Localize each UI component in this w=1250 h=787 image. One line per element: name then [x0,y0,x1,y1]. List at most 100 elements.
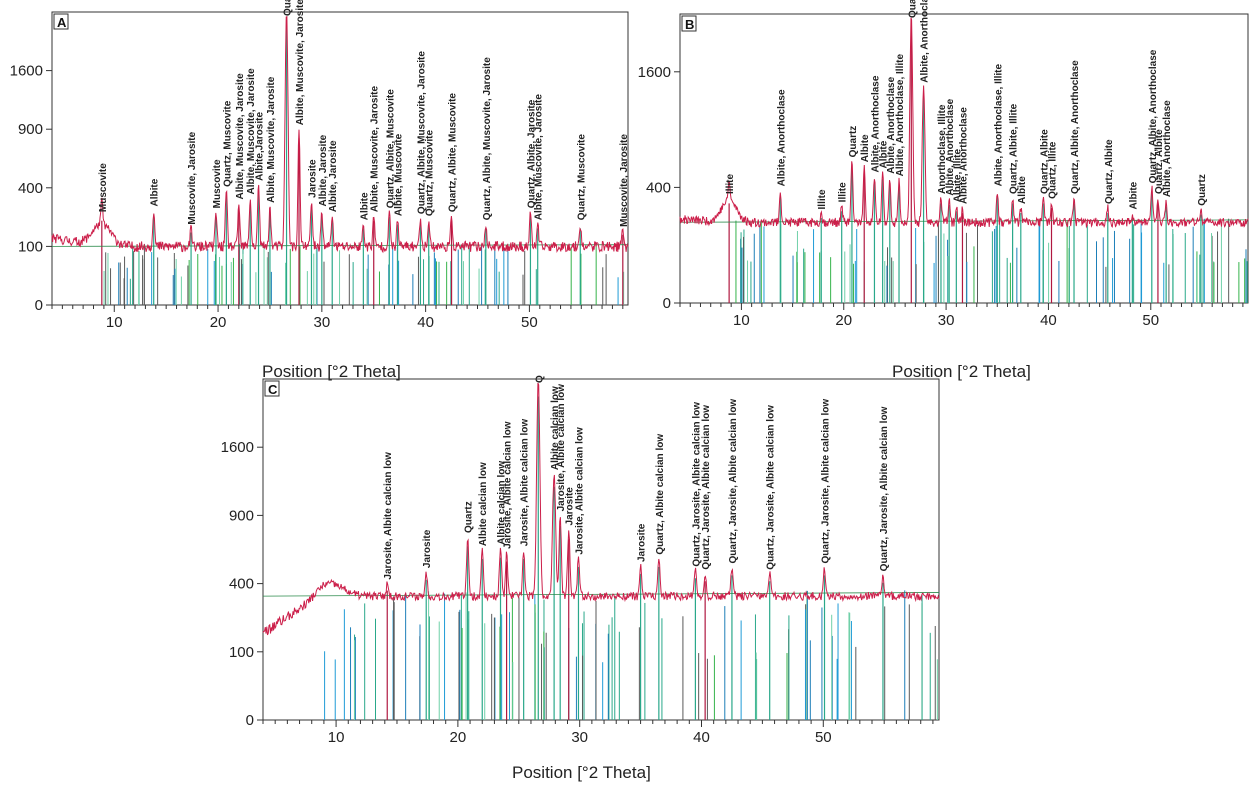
peak-label: Quartz [1197,174,1208,206]
peak-label: Albite [1128,181,1139,209]
x-tick-label: 50 [521,314,538,331]
peak-label: Quartz, Albite [1104,139,1115,204]
peak-label: Quartz, Albite, Muscovite [385,89,396,209]
y-tick-label: 400 [229,576,254,593]
peak-label: Quartz, Jarosite, Albite calcian low [728,399,739,564]
peak-label: Quartz, Jarosite, Albite calcian low [766,405,777,570]
peak-label: Albite [359,192,370,220]
peak-label: Albite, Muscovite, Jarosite [235,73,246,200]
peak-label: Quartz, Jarosite, Albite calcian low [701,405,712,570]
peak-label: Albite, Muscovite, Jarosite [534,94,545,221]
panel-letter: C [268,382,278,397]
peak-label: Quartz, Albite, Anorthoclase, Illite [907,0,918,18]
x-tick-label: 20 [210,314,227,331]
y-tick-label: 0 [35,297,43,314]
y-tick-label: 1600 [638,64,671,81]
x-tick-label: 10 [328,729,345,746]
y-tick-label: 400 [18,180,43,197]
peak-label: Quartz, Jarosite, Albite calcian low [821,399,832,564]
peak-label: Albite, Muscovite, Jarosite [370,85,381,212]
diffraction-trace [679,17,1249,229]
x-tick-label: 40 [1040,312,1057,329]
peak-label: Jarosite, Albite calcian low [383,452,394,580]
y-tick-label: 0 [246,712,254,729]
peak-label: Jarosite [308,159,319,198]
x-tick-label: 40 [693,729,710,746]
peak-label: Illite [817,189,828,209]
peak-label: Albite, Jarosite [318,134,329,206]
x-tick-label: 30 [313,314,330,331]
peak-label: Quartz, Albite [1154,129,1165,194]
y-tick-label: 900 [18,121,43,138]
peak-label: Albite [879,140,890,168]
panel-c: C 0 100 400 900 1600 10 20 30 40 50 Jarosite, Albit… [205,375,950,787]
peak-label: Quartz [848,126,859,158]
peak-label: Albite, Anorthoclase, Illite [920,0,931,83]
peak-label: Muscovite, Jarosite [187,131,198,224]
x-tick-label: 10 [733,312,750,329]
peak-label: Muscovite [98,163,109,212]
peak-label: Quartz [464,501,475,533]
peak-label: Albite [1017,176,1028,204]
peak-label: Quartz, Illite [1047,141,1058,199]
y-tick-label: 400 [646,179,671,196]
peak-label: Quartz, Jarosite, Albite calcian low [879,406,890,571]
y-tick-label: 1600 [221,439,254,456]
y-tick-label: 0 [663,295,671,312]
peak-label: Illite [725,174,736,194]
peak-label: Albite, Muscovite, Jarosite [246,68,257,195]
y-tick-label: 900 [229,507,254,524]
peak-label: Albite calcian low [497,461,508,545]
peak-label: Jarosite, Albite calcian low [556,384,567,512]
peak-label: Quartz, Albite, Muscovite, Jarosite [283,0,294,16]
peak-label: Jarosite [565,487,576,526]
x-tick-label: 50 [1142,312,1159,329]
peak-label: Muscovite [212,159,223,208]
peak-label: Quartz, Albite, Muscovite [448,93,459,213]
peak-label: Albite, Jarosite [328,140,339,212]
peak-label: Albite, Muscovite, Jarosite [295,0,306,125]
peak-label: Jarosite [637,523,648,562]
panel-letter-box [264,380,280,397]
plot-frame [679,13,1249,304]
peak-label: Albite, Anorthoclase [886,76,897,173]
peak-label: Quartz, Muscovite [576,134,587,221]
x-tick-label: 20 [835,312,852,329]
peak-label: Albite, Muscovite [394,133,405,216]
x-tick-label: 20 [450,729,467,746]
x-tick-label: 30 [938,312,955,329]
chart-b: B 0 400 1600 10 20 30 40 50 Illite Albite, Anortho… [638,0,1249,329]
peak-label: Quartz, Albite, Illite [1009,103,1020,194]
peak-label: Quartz, Albite, Muscovite, Jarosite [416,51,427,214]
peak-label: Albite, Anorthoclase, Illite [895,54,906,177]
peak-label: Quartz, Albite, Anorthoclase [1148,49,1159,183]
peak-label: Albite [150,178,161,206]
x-tick-label: 50 [815,729,832,746]
peak-label: Jarosite, Albite calcian low [503,421,514,549]
x-axis-title-a: Position [°2 Theta] [262,362,401,381]
x-axis-title-b: Position [°2 Theta] [892,362,1031,381]
peak-label: Quartz, Albite, Jarosite [526,99,537,208]
panel-letter: B [685,17,694,32]
plot-frame [262,378,940,721]
peak-label: Quartz, Albite [1039,129,1050,194]
diffraction-trace [262,382,940,636]
peak-label: Quartz, Albite calcian low [534,375,545,383]
peak-label: Albite,Jarosite [255,112,266,181]
panel-letter: A [57,15,67,30]
y-tick-label: 100 [18,238,43,255]
panel-a: A 0 100 400 900 1600 10 20 30 40 50 Muscovite Albite… [0,0,640,390]
peak-label: Muscovite, Jarosite [619,134,630,227]
chart-a: A 0 100 400 900 1600 10 20 30 40 50 Muscovite Albite… [10,0,630,331]
peak-label: Quartz, Albite, Muscovite, Jarosite [482,57,493,220]
peak-label: Albite, Anorthoclase [776,89,787,186]
y-tick-label: 100 [229,644,254,661]
peak-label: Quartz, Albite, Anorthoclase [1070,60,1081,194]
x-tick-label: 30 [571,729,588,746]
panel-letter-box [681,15,697,32]
peak-label: Anorthoclase, Illite [937,104,948,194]
y-tick-label: 1600 [10,63,43,80]
x-axis-title-c: Position [°2 Theta] [512,763,651,782]
peak-label: Albite, Illite [952,148,963,202]
x-tick-label: 10 [106,314,123,331]
